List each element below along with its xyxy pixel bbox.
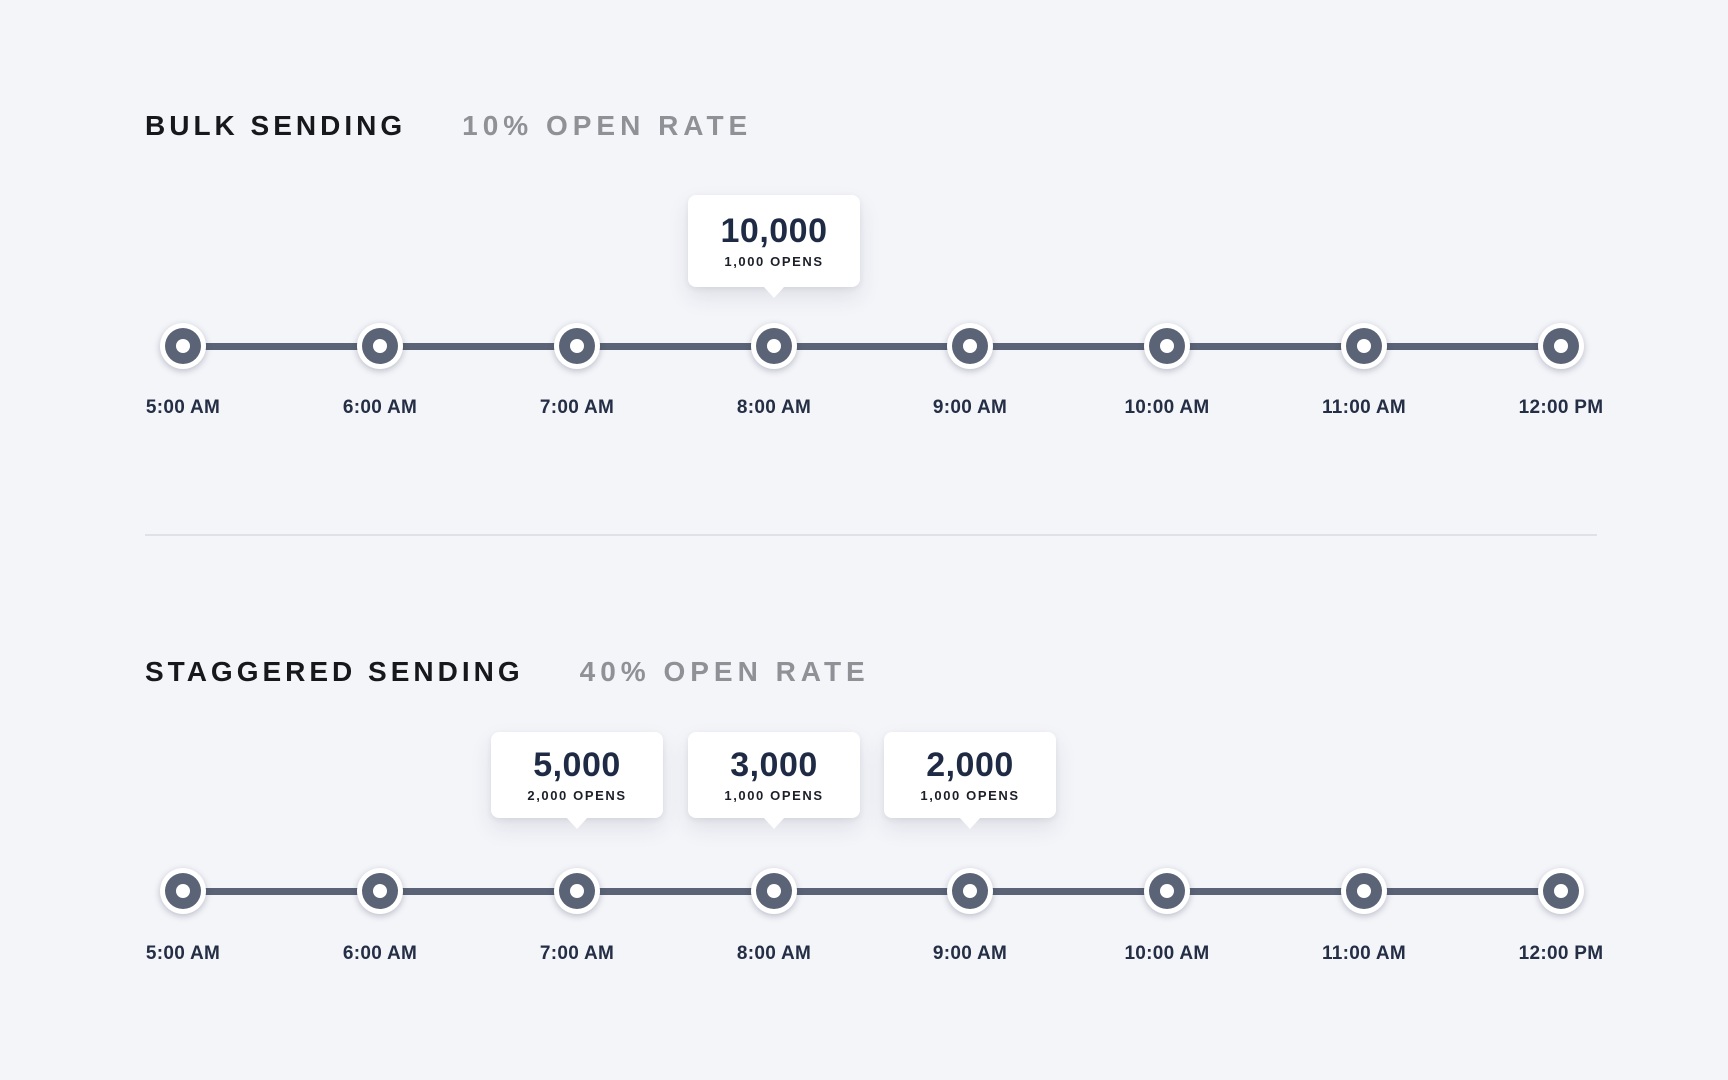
node-dot-icon xyxy=(165,873,201,909)
node-dot-icon xyxy=(1543,328,1579,364)
node-hole xyxy=(767,339,781,353)
node-hole xyxy=(373,339,387,353)
tooltip-opens-count: 1,000 OPENS xyxy=(724,254,824,269)
timeline-node xyxy=(1538,323,1584,369)
node-dot-icon xyxy=(1149,328,1185,364)
timeline-line xyxy=(183,888,1561,895)
tooltip-opens-count: 1,000 OPENS xyxy=(920,788,1020,803)
staggered-section-header: STAGGERED SENDING 40% OPEN RATE xyxy=(145,656,870,688)
tooltip-opens-count: 2,000 OPENS xyxy=(527,788,627,803)
time-label: 6:00 AM xyxy=(342,397,418,418)
timeline-node xyxy=(554,323,600,369)
time-label: 9:00 AM xyxy=(932,397,1008,418)
value-tooltip: 2,000 1,000 OPENS xyxy=(884,732,1056,829)
value-tooltip: 3,000 1,000 OPENS xyxy=(688,732,860,829)
node-dot-icon xyxy=(952,328,988,364)
node-hole xyxy=(1160,339,1174,353)
timeline-node xyxy=(357,868,403,914)
node-dot-icon xyxy=(1543,873,1579,909)
timeline-line xyxy=(183,343,1561,350)
timeline-node xyxy=(357,323,403,369)
timeline-node xyxy=(1144,868,1190,914)
timeline-node xyxy=(1341,868,1387,914)
node-hole xyxy=(767,884,781,898)
time-label: 9:00 AM xyxy=(932,943,1008,964)
timeline-node xyxy=(1341,323,1387,369)
time-label: 10:00 AM xyxy=(1124,943,1210,964)
bulk-section-header: BULK SENDING 10% OPEN RATE xyxy=(145,110,752,142)
node-dot-icon xyxy=(952,873,988,909)
tooltip-pointer-icon xyxy=(763,286,785,298)
timeline-node xyxy=(947,868,993,914)
time-label: 5:00 AM xyxy=(145,397,221,418)
node-hole xyxy=(1554,339,1568,353)
time-label: 6:00 AM xyxy=(342,943,418,964)
node-hole xyxy=(1357,339,1371,353)
time-label: 11:00 AM xyxy=(1321,397,1407,418)
value-tooltip: 10,000 1,000 OPENS xyxy=(688,195,860,298)
timeline-node xyxy=(751,868,797,914)
timeline-node xyxy=(1538,868,1584,914)
section-title: BULK SENDING xyxy=(145,110,407,141)
tooltip-pointer-icon xyxy=(959,817,981,829)
timeline-node xyxy=(751,323,797,369)
node-hole xyxy=(1160,884,1174,898)
time-label: 7:00 AM xyxy=(539,397,615,418)
node-dot-icon xyxy=(362,328,398,364)
timeline-node xyxy=(160,323,206,369)
time-label: 8:00 AM xyxy=(736,397,812,418)
timeline-node xyxy=(1144,323,1190,369)
tooltip-send-count: 3,000 xyxy=(730,746,818,784)
node-hole xyxy=(373,884,387,898)
time-label: 11:00 AM xyxy=(1321,943,1407,964)
timeline-node xyxy=(160,868,206,914)
node-hole xyxy=(176,339,190,353)
section-subtitle: 10% OPEN RATE xyxy=(462,110,753,141)
tooltip-opens-count: 1,000 OPENS xyxy=(724,788,824,803)
tooltip-send-count: 10,000 xyxy=(720,212,828,250)
node-hole xyxy=(570,884,584,898)
node-dot-icon xyxy=(559,328,595,364)
tooltip-send-count: 5,000 xyxy=(533,746,621,784)
node-dot-icon xyxy=(559,873,595,909)
section-divider xyxy=(145,534,1597,536)
tooltip-send-count: 2,000 xyxy=(926,746,1014,784)
node-dot-icon xyxy=(756,328,792,364)
time-label: 5:00 AM xyxy=(145,943,221,964)
section-title: STAGGERED SENDING xyxy=(145,656,524,687)
node-hole xyxy=(963,884,977,898)
section-subtitle: 40% OPEN RATE xyxy=(579,656,870,687)
node-hole xyxy=(1357,884,1371,898)
timeline-node xyxy=(947,323,993,369)
time-label: 12:00 PM xyxy=(1518,397,1604,418)
value-tooltip: 5,000 2,000 OPENS xyxy=(491,732,663,829)
time-label: 12:00 PM xyxy=(1518,943,1604,964)
time-label: 7:00 AM xyxy=(539,943,615,964)
node-dot-icon xyxy=(756,873,792,909)
tooltip-pointer-icon xyxy=(566,817,588,829)
node-hole xyxy=(963,339,977,353)
node-hole xyxy=(570,339,584,353)
node-dot-icon xyxy=(362,873,398,909)
time-label: 8:00 AM xyxy=(736,943,812,964)
timeline-node xyxy=(554,868,600,914)
node-dot-icon xyxy=(165,328,201,364)
tooltip-pointer-icon xyxy=(763,817,785,829)
node-hole xyxy=(176,884,190,898)
node-dot-icon xyxy=(1149,873,1185,909)
node-dot-icon xyxy=(1346,328,1382,364)
time-label: 10:00 AM xyxy=(1124,397,1210,418)
node-hole xyxy=(1554,884,1568,898)
node-dot-icon xyxy=(1346,873,1382,909)
